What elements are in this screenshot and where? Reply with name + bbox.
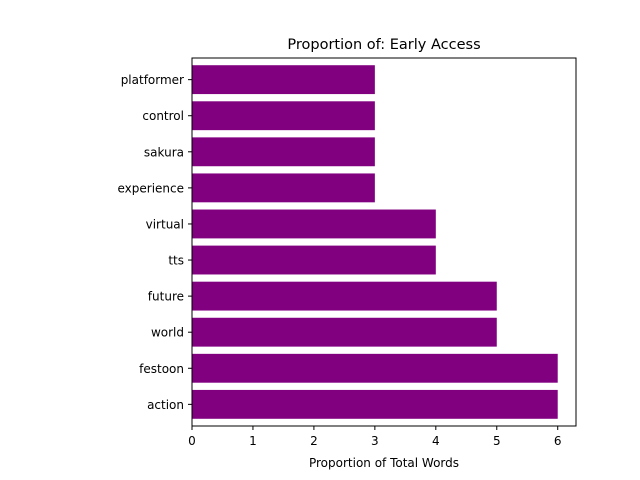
x-tick-label: 0 — [188, 434, 196, 448]
bar-world — [192, 317, 497, 347]
y-tick-label: action — [147, 398, 184, 412]
bar-sakura — [192, 137, 375, 167]
y-tick-label: future — [148, 290, 184, 304]
bar-action — [192, 389, 558, 419]
y-tick-label: festoon — [139, 362, 184, 376]
x-axis-ticks: 0 1 2 3 4 5 6 — [188, 426, 562, 448]
y-tick-label: experience — [117, 181, 184, 195]
chart-title: Proportion of: Early Access — [287, 37, 480, 53]
x-tick-label: 4 — [432, 434, 440, 448]
bar-tts — [192, 245, 436, 275]
y-tick-label: platformer — [121, 73, 184, 87]
bar-festoon — [192, 353, 558, 383]
bar-control — [192, 101, 375, 131]
y-axis-ticks: action festoon world future tts virtual experi… — [117, 73, 192, 412]
x-tick-label: 5 — [493, 434, 501, 448]
x-tick-label: 6 — [554, 434, 562, 448]
x-axis-label: Proportion of Total Words — [309, 456, 459, 470]
bar-platformer — [192, 65, 375, 95]
bar-virtual — [192, 209, 436, 239]
y-tick-label: tts — [168, 254, 184, 268]
y-tick-label: virtual — [146, 217, 184, 231]
bar-future — [192, 281, 497, 311]
x-tick-label: 2 — [310, 434, 318, 448]
plot-area-frame — [191, 57, 577, 427]
x-tick-label: 3 — [371, 434, 379, 448]
x-tick-label: 1 — [249, 434, 257, 448]
y-tick-label: world — [151, 326, 184, 340]
y-tick-label: control — [142, 109, 184, 123]
bar-experience — [192, 173, 375, 203]
y-tick-label: sakura — [144, 145, 184, 159]
bars-group — [192, 65, 558, 419]
